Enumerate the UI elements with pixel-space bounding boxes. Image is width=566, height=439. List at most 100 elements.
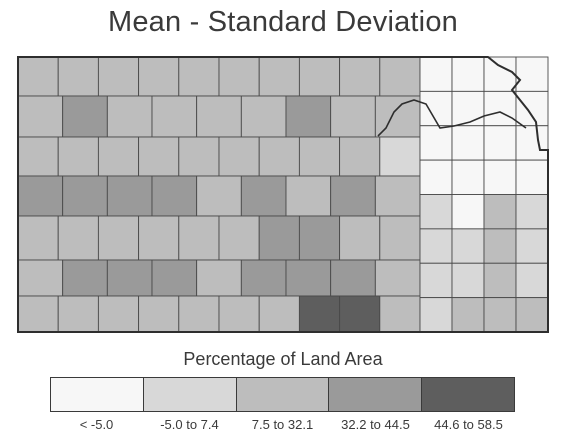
county — [106, 175, 153, 217]
county — [515, 125, 549, 161]
county — [178, 295, 220, 333]
county — [451, 228, 485, 264]
legend-label-1: < -5.0 — [79, 417, 114, 432]
county — [515, 228, 549, 264]
county — [258, 56, 300, 97]
kansas-county-map — [17, 56, 549, 333]
county — [97, 136, 140, 177]
county — [451, 125, 485, 161]
county — [151, 175, 198, 217]
county — [419, 56, 453, 92]
county — [483, 262, 517, 299]
county — [17, 56, 59, 97]
county — [285, 95, 332, 138]
county — [151, 95, 198, 138]
county — [62, 259, 108, 297]
county — [106, 95, 153, 138]
county — [298, 295, 341, 333]
county — [138, 295, 180, 333]
county — [298, 136, 341, 177]
county — [451, 90, 485, 127]
county — [178, 215, 220, 261]
county — [483, 297, 517, 333]
county — [97, 215, 140, 261]
county — [57, 136, 99, 177]
county — [218, 295, 260, 333]
county — [240, 175, 287, 217]
county — [298, 56, 341, 97]
county — [451, 297, 485, 333]
county — [451, 159, 485, 195]
county — [196, 175, 242, 217]
county — [379, 215, 421, 261]
county — [196, 259, 242, 297]
county — [483, 56, 517, 92]
county — [97, 56, 140, 97]
county — [483, 125, 517, 161]
legend-swatch-2 — [143, 378, 237, 411]
county — [57, 56, 99, 97]
county — [515, 56, 549, 92]
county — [240, 95, 287, 138]
county — [240, 259, 287, 297]
county — [330, 95, 376, 138]
county — [515, 297, 549, 333]
county — [379, 56, 421, 97]
county — [515, 262, 549, 299]
legend-title: Percentage of Land Area — [183, 349, 383, 369]
county — [374, 259, 421, 297]
county — [419, 125, 453, 161]
county — [374, 175, 421, 217]
county — [196, 95, 242, 138]
state-outline — [17, 56, 549, 333]
county — [451, 194, 485, 230]
county — [138, 136, 180, 177]
county — [451, 56, 485, 92]
legend-bar — [50, 377, 515, 412]
county — [483, 228, 517, 264]
county — [17, 215, 59, 261]
county — [298, 215, 341, 261]
county — [483, 194, 517, 230]
county — [483, 90, 517, 127]
county — [515, 90, 549, 127]
map-title: Mean - Standard Deviation — [108, 6, 458, 38]
river-line — [377, 99, 527, 137]
county — [138, 56, 180, 97]
county — [57, 295, 99, 333]
county — [419, 159, 453, 195]
county — [419, 297, 453, 333]
county — [330, 259, 376, 297]
legend-label-3: 7.5 to 32.1 — [251, 417, 314, 432]
county — [151, 259, 198, 297]
county — [97, 295, 140, 333]
county — [379, 295, 421, 333]
county — [57, 215, 99, 261]
county — [285, 175, 332, 217]
county — [330, 175, 376, 217]
county — [218, 215, 260, 261]
county — [419, 228, 453, 264]
county — [218, 56, 260, 97]
legend-label-5: 44.6 to 58.5 — [434, 417, 503, 432]
county — [17, 175, 64, 217]
county — [419, 262, 453, 299]
county — [339, 295, 381, 333]
legend-swatch-1 — [51, 378, 144, 411]
county — [339, 56, 381, 97]
county — [515, 194, 549, 230]
county — [178, 56, 220, 97]
county — [178, 136, 220, 177]
county — [218, 136, 260, 177]
county — [379, 136, 421, 177]
county — [451, 262, 485, 299]
county — [339, 136, 381, 177]
county — [339, 215, 381, 261]
county — [17, 259, 64, 297]
county — [62, 175, 108, 217]
county — [138, 215, 180, 261]
county — [515, 159, 549, 195]
county — [285, 259, 332, 297]
county — [17, 295, 59, 333]
county — [17, 136, 59, 177]
